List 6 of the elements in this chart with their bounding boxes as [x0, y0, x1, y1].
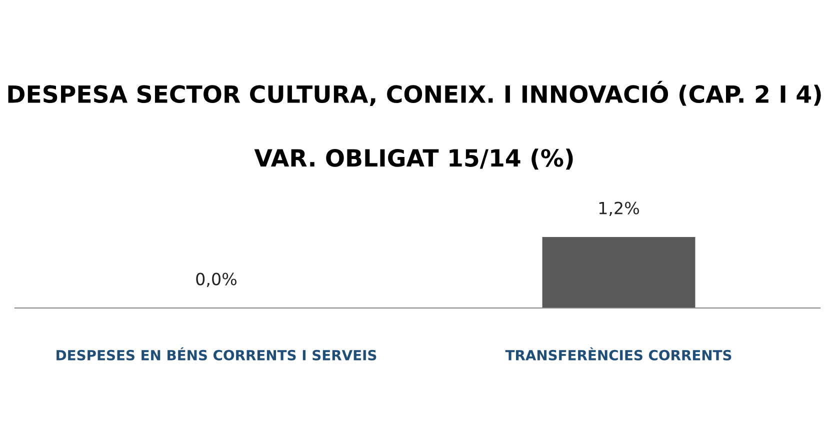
- data-label: 0,0%: [196, 272, 236, 288]
- data-label: 1,2%: [599, 202, 639, 216]
- x-tick-label: TRANSFERÈNCIES CORRENTS: [505, 347, 732, 360]
- x-tick-label: DESPESES EN BÉNS CORRENTS I SERVEIS: [56, 347, 376, 360]
- chart-title: DESPESA SECTOR CULTURA, CONEIX. I INNOVACIÓ (CAP. 2 I 4): [8, 80, 821, 106]
- chart-subtitle: VAR. OBLIGAT 15/14 (%): [254, 148, 573, 170]
